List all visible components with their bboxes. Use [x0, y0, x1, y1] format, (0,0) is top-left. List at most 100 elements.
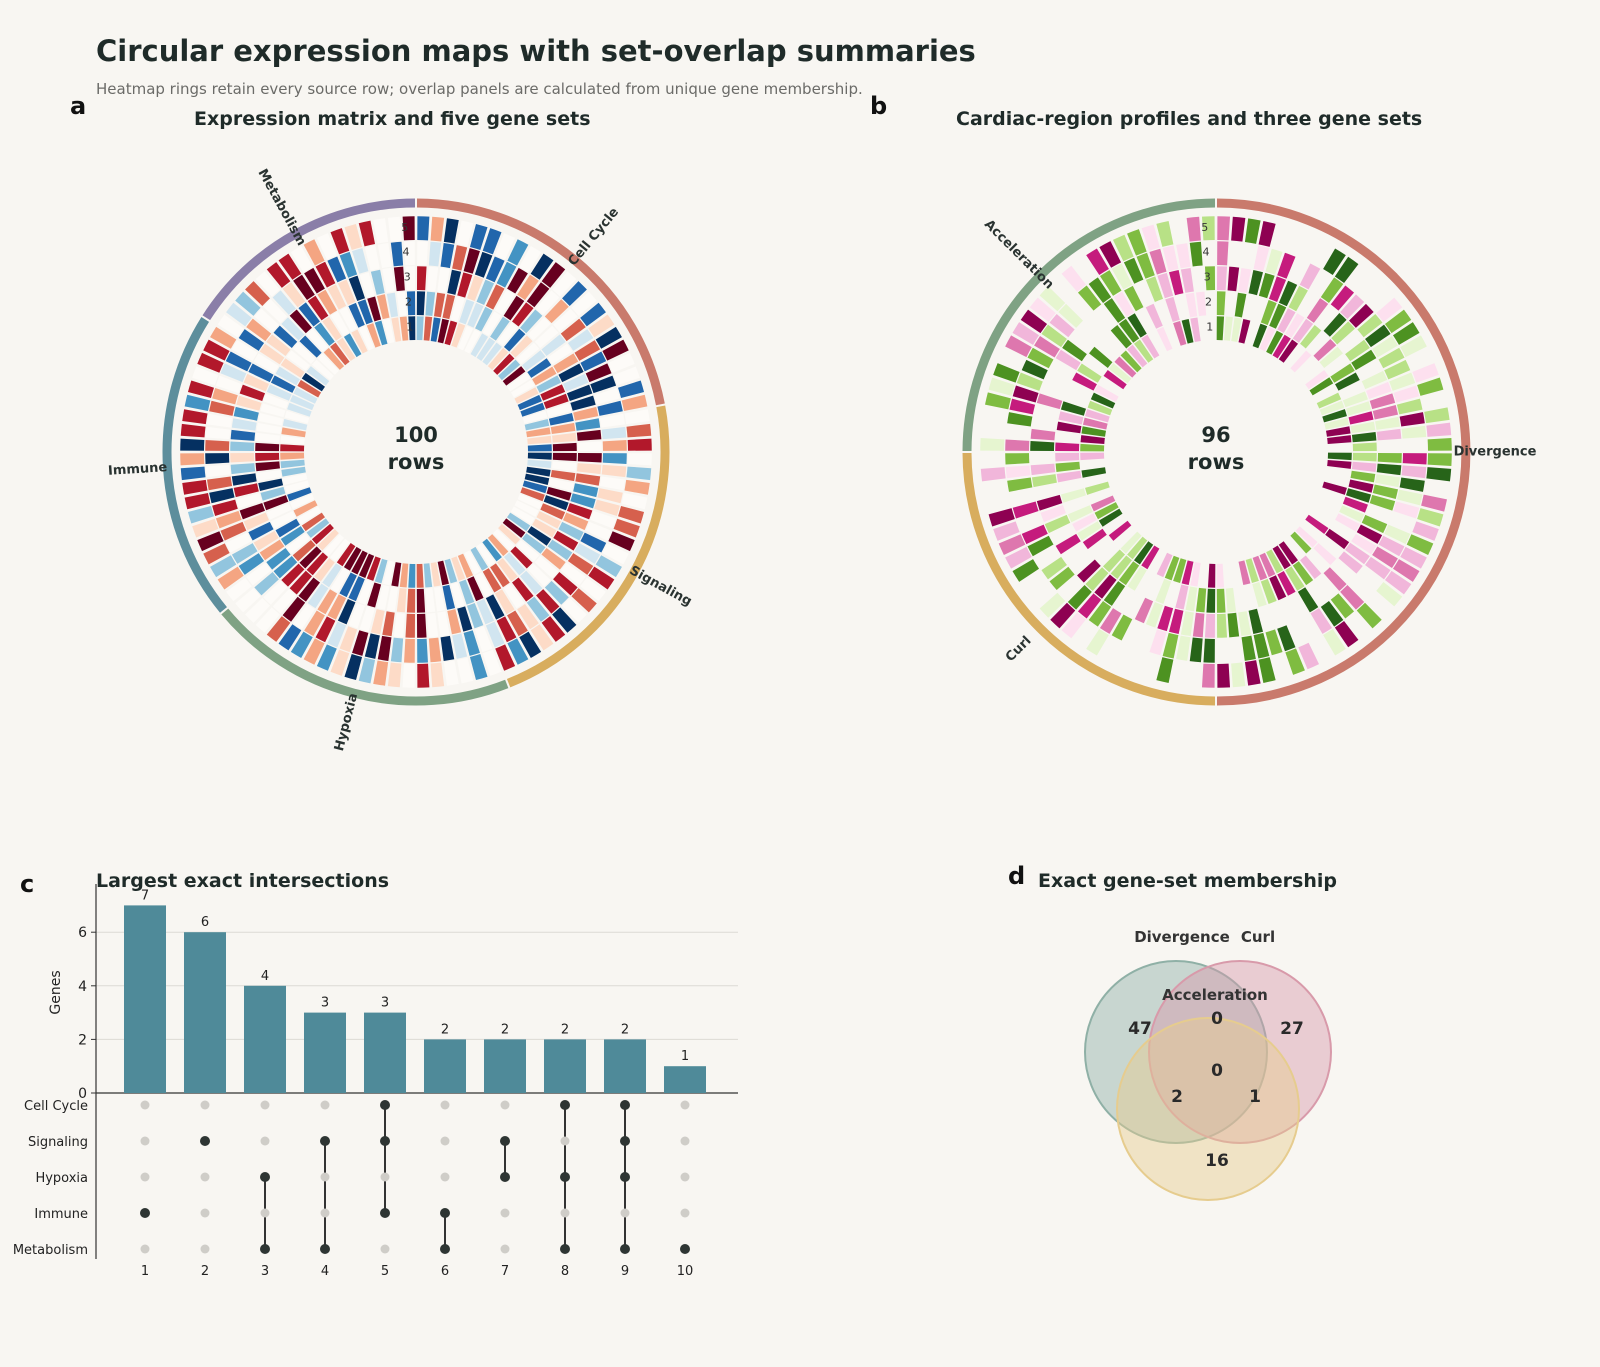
heatmap-cell: [1295, 526, 1318, 548]
heatmap-cell: [1056, 470, 1082, 483]
heatmap-cell: [1090, 495, 1116, 512]
heatmap-cell: [366, 556, 381, 581]
heatmap-cell: [594, 499, 620, 516]
heatmap-cell: [348, 602, 366, 629]
heatmap-cell: [1044, 370, 1071, 390]
membership-dot-active: [620, 1172, 630, 1182]
heatmap-cell: [1036, 393, 1063, 410]
heatmap-cell: [1352, 452, 1377, 462]
heatmap-cell: [254, 308, 279, 332]
heatmap-cell: [1345, 339, 1370, 362]
heatmap-cell: [1072, 372, 1097, 391]
heatmap-cell: [1016, 513, 1043, 532]
heatmap-cell: [1049, 524, 1076, 544]
heatmap-cell: [1340, 294, 1365, 319]
heatmap-cell: [1080, 443, 1105, 452]
heatmap-cell: [254, 572, 279, 596]
heatmap-cell: [502, 366, 526, 386]
heatmap-cell: [980, 453, 1005, 467]
heatmap-cell: [1393, 385, 1420, 403]
heatmap-cell: [1060, 488, 1087, 503]
heatmap-cell: [301, 372, 325, 392]
set-arc: [1216, 198, 1471, 706]
heatmap-cell: [1252, 555, 1268, 581]
heatmap-cell: [1285, 313, 1305, 338]
membership-dot-active: [500, 1172, 510, 1182]
heatmap-cell: [1039, 592, 1066, 618]
heatmap-cell: [467, 576, 484, 602]
heatmap-cell: [476, 598, 495, 625]
heatmap-cell: [399, 563, 409, 588]
heatmap-cell: [1369, 393, 1396, 410]
heatmap-cell: [287, 402, 312, 417]
heatmap-cell: [370, 269, 385, 295]
bar: [604, 1039, 646, 1093]
heatmap-cell: [197, 531, 224, 552]
heatmap-cell: [280, 358, 305, 378]
heatmap-cell: [1378, 535, 1405, 557]
heatmap-cell: [330, 311, 350, 336]
heatmap-cell: [280, 444, 305, 452]
x-tick-label: 6: [441, 1264, 449, 1279]
panel-d-title: Exact gene-set membership: [1038, 870, 1337, 892]
heatmap-cell: [1365, 324, 1391, 348]
heatmap-cell: [248, 521, 274, 541]
heatmap-cell: [348, 275, 366, 302]
heatmap-cell: [1067, 585, 1092, 610]
heatmap-cell: [343, 546, 362, 571]
heatmap-cell: [437, 318, 449, 344]
heatmap-cell: [1040, 504, 1066, 523]
heatmap-cell: [416, 316, 424, 341]
heatmap-cell: [272, 290, 296, 315]
heatmap-cell: [180, 453, 205, 466]
heatmap-cell: [1080, 452, 1105, 461]
heatmap-cell: [278, 624, 302, 651]
heatmap-cell: [1285, 566, 1305, 591]
heatmap-cell: [270, 375, 296, 393]
panel-d-letter: d: [1008, 862, 1026, 890]
heatmap-cell: [238, 553, 265, 575]
heatmap-cell: [457, 272, 473, 298]
heatmap-cell: [517, 493, 542, 510]
heatmap-cell: [1285, 648, 1305, 675]
heatmap-cell: [567, 553, 594, 575]
heatmap-cell: [1195, 291, 1207, 317]
heatmap-cell: [1081, 467, 1107, 478]
heatmap-cell: [512, 302, 534, 327]
heatmap-cell: [235, 291, 261, 316]
membership-dot-inactive: [500, 1244, 510, 1254]
heatmap-cell: [510, 546, 533, 569]
heatmap-cell: [1357, 313, 1383, 338]
heatmap-cell: [451, 323, 466, 348]
heatmap-cell: [522, 410, 548, 424]
heatmap-cell: [1306, 581, 1329, 606]
heatmap-cell: [263, 299, 288, 324]
heatmap-cell: [495, 644, 516, 671]
heatmap-cell: [507, 512, 531, 532]
heatmap-cell: [1012, 385, 1039, 403]
membership-dot-inactive: [680, 1172, 690, 1182]
heatmap-cell: [289, 570, 312, 595]
heatmap-cell: [503, 552, 526, 576]
membership-dot-inactive: [620, 1208, 630, 1218]
heatmap-cell: [304, 267, 325, 294]
heatmap-cell: [982, 407, 1008, 424]
heatmap-cell: [358, 326, 375, 351]
heatmap-cell: [1111, 614, 1133, 641]
heatmap-cell: [1060, 401, 1087, 416]
heatmap-cell: [212, 388, 238, 405]
heatmap-cell: [1401, 465, 1427, 479]
heatmap-cell: [207, 413, 233, 428]
heatmap-cell: [985, 494, 1011, 512]
heatmap-cell: [1186, 662, 1201, 688]
heatmap-cell: [503, 328, 526, 352]
heatmap-cell: [336, 543, 356, 567]
heatmap-cell: [507, 372, 531, 392]
heatmap-cell: [1334, 620, 1359, 648]
heatmap-cell: [553, 572, 578, 596]
heatmap-cell: [1134, 597, 1154, 624]
heatmap-cell: [558, 521, 584, 541]
heatmap-cell: [475, 306, 493, 332]
heatmap-cell: [382, 611, 395, 637]
heatmap-cell: [343, 333, 362, 358]
